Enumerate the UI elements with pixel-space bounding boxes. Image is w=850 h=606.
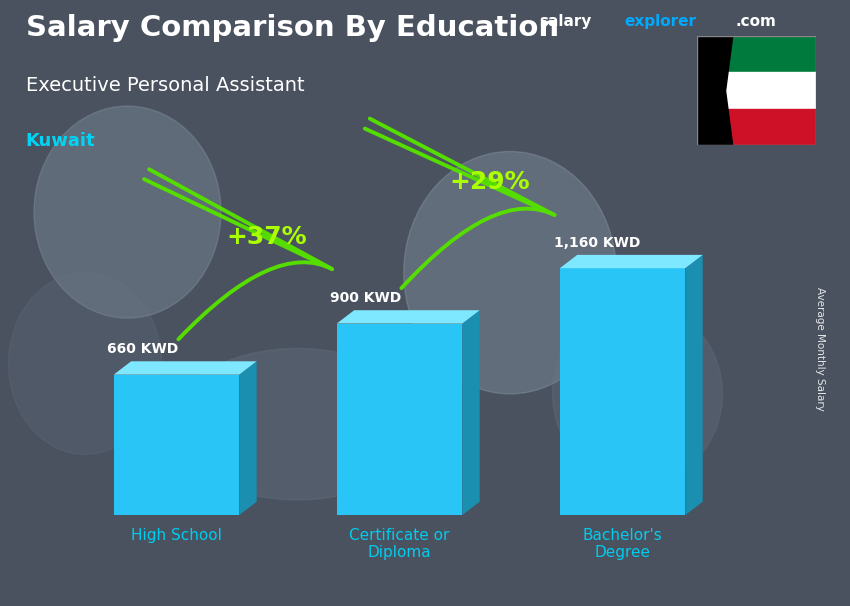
Polygon shape bbox=[697, 36, 733, 145]
Polygon shape bbox=[462, 310, 479, 515]
Ellipse shape bbox=[404, 152, 616, 394]
Text: Average Monthly Salary: Average Monthly Salary bbox=[815, 287, 825, 410]
Text: Bachelor's
Degree: Bachelor's Degree bbox=[582, 528, 662, 560]
Bar bbox=[697, 110, 816, 145]
Text: 660 KWD: 660 KWD bbox=[107, 342, 178, 356]
Polygon shape bbox=[239, 361, 257, 515]
Ellipse shape bbox=[8, 273, 162, 454]
Polygon shape bbox=[685, 255, 703, 515]
Text: Executive Personal Assistant: Executive Personal Assistant bbox=[26, 76, 304, 95]
Text: 1,160 KWD: 1,160 KWD bbox=[553, 236, 640, 250]
Ellipse shape bbox=[552, 303, 722, 485]
Bar bbox=[337, 324, 462, 515]
Text: Kuwait: Kuwait bbox=[26, 132, 95, 150]
Text: Salary Comparison By Education: Salary Comparison By Education bbox=[26, 13, 558, 42]
Polygon shape bbox=[114, 361, 257, 375]
Bar bbox=[114, 375, 239, 515]
Text: +37%: +37% bbox=[227, 225, 308, 249]
Ellipse shape bbox=[34, 106, 221, 318]
Polygon shape bbox=[337, 310, 479, 324]
Text: Certificate or
Diploma: Certificate or Diploma bbox=[349, 528, 450, 560]
Bar bbox=[697, 36, 816, 72]
Bar bbox=[560, 268, 685, 515]
Polygon shape bbox=[560, 255, 703, 268]
Text: explorer: explorer bbox=[625, 13, 697, 28]
Text: 900 KWD: 900 KWD bbox=[331, 291, 402, 305]
Text: High School: High School bbox=[131, 528, 222, 543]
Ellipse shape bbox=[170, 348, 425, 500]
Text: +29%: +29% bbox=[450, 170, 530, 193]
Text: salary: salary bbox=[540, 13, 592, 28]
Text: .com: .com bbox=[735, 13, 776, 28]
Bar bbox=[697, 72, 816, 110]
